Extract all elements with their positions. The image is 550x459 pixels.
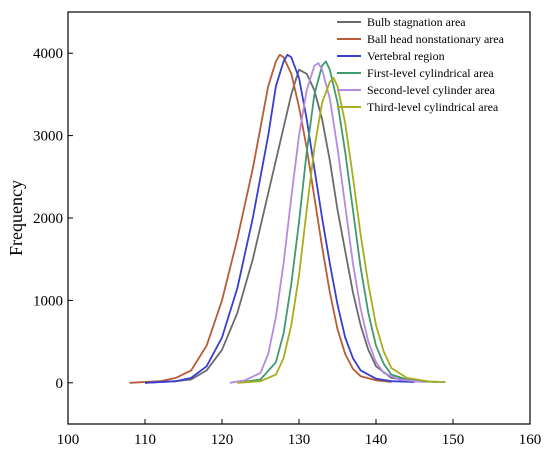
- x-tick-label: 100: [57, 432, 80, 448]
- legend-label: Bulb stagnation area: [367, 15, 466, 29]
- legend-label: Ball head nonstationary area: [367, 32, 505, 46]
- legend-label: Vertebral region: [367, 49, 445, 63]
- series-layer: [129, 53, 446, 384]
- series-line-3: [144, 53, 415, 384]
- axes-layer: 100 110 120 130 140 150 160 0 1000 2000 3000 4000: [33, 11, 542, 448]
- series-line-5: [229, 62, 423, 384]
- x-tick-label: 150: [442, 432, 465, 448]
- y-tick-label: 3000: [33, 129, 63, 145]
- series-line-4: [237, 60, 446, 384]
- x-tick-label: 130: [288, 432, 311, 448]
- x-tick-label: 110: [134, 432, 156, 448]
- x-tick-label: 160: [519, 432, 542, 448]
- y-tick-label: 1000: [33, 293, 63, 309]
- y-tick-label: 4000: [33, 46, 63, 62]
- legend-label: Third-level cylindrical area: [367, 100, 499, 114]
- x-tick-label: 120: [211, 432, 234, 448]
- y-tick-label: 2000: [33, 211, 63, 227]
- series-line-1: [144, 68, 438, 384]
- series-line-6: [237, 77, 446, 384]
- series-line-2: [129, 53, 392, 384]
- y-tick-label: 0: [56, 376, 64, 392]
- legend: Bulb stagnation area Ball head nonstation…: [337, 15, 505, 114]
- legend-label: First-level cylindrical area: [367, 66, 494, 80]
- y-axis-label: Frequency: [6, 180, 26, 256]
- legend-label: Second-level cylinder area: [367, 83, 496, 97]
- x-tick-label: 140: [365, 432, 388, 448]
